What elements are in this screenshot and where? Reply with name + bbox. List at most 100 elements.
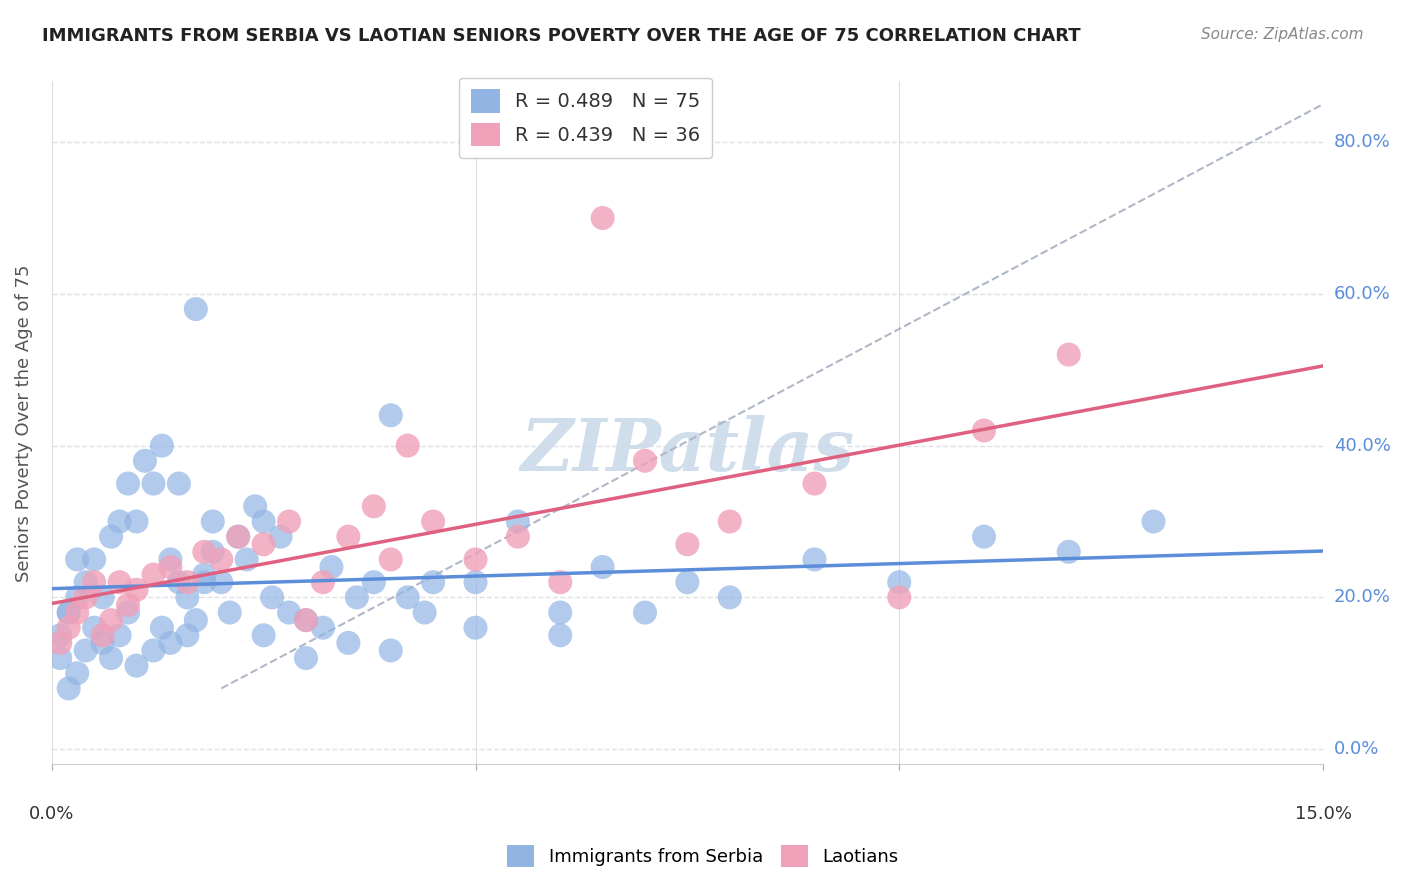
Point — [100, 613, 122, 627]
Point — [506, 515, 529, 529]
Point — [506, 530, 529, 544]
Point — [117, 476, 139, 491]
Point — [973, 424, 995, 438]
Text: 20.0%: 20.0% — [1334, 589, 1391, 607]
Point — [1142, 515, 1164, 529]
Text: 60.0%: 60.0% — [1334, 285, 1391, 303]
Point — [58, 621, 80, 635]
Point — [184, 301, 207, 316]
Point — [337, 636, 360, 650]
Point — [889, 591, 911, 605]
Point — [125, 658, 148, 673]
Point — [125, 515, 148, 529]
Point — [100, 651, 122, 665]
Text: 0.0%: 0.0% — [30, 805, 75, 823]
Point — [634, 454, 657, 468]
Point — [159, 552, 181, 566]
Point — [167, 575, 190, 590]
Point — [422, 575, 444, 590]
Point — [218, 606, 240, 620]
Text: 15.0%: 15.0% — [1295, 805, 1351, 823]
Point — [150, 621, 173, 635]
Point — [676, 575, 699, 590]
Point — [380, 643, 402, 657]
Point — [83, 621, 105, 635]
Point — [464, 621, 486, 635]
Point — [253, 537, 276, 551]
Point — [125, 582, 148, 597]
Point — [889, 575, 911, 590]
Point — [150, 439, 173, 453]
Point — [108, 575, 131, 590]
Point — [253, 515, 276, 529]
Point — [66, 666, 89, 681]
Point — [108, 515, 131, 529]
Point — [337, 530, 360, 544]
Point — [91, 628, 114, 642]
Point — [464, 575, 486, 590]
Point — [142, 567, 165, 582]
Text: 40.0%: 40.0% — [1334, 436, 1391, 455]
Point — [396, 591, 419, 605]
Point — [83, 575, 105, 590]
Point — [58, 606, 80, 620]
Point — [548, 628, 571, 642]
Point — [464, 552, 486, 566]
Point — [592, 560, 614, 574]
Point — [58, 681, 80, 696]
Legend: Immigrants from Serbia, Laotians: Immigrants from Serbia, Laotians — [501, 838, 905, 874]
Point — [312, 575, 335, 590]
Point — [176, 575, 198, 590]
Point — [91, 591, 114, 605]
Point — [803, 476, 825, 491]
Point — [176, 591, 198, 605]
Text: Source: ZipAtlas.com: Source: ZipAtlas.com — [1201, 27, 1364, 42]
Point — [75, 575, 97, 590]
Point — [134, 454, 156, 468]
Point — [117, 606, 139, 620]
Point — [312, 621, 335, 635]
Text: 0.0%: 0.0% — [1334, 740, 1379, 758]
Point — [634, 606, 657, 620]
Point — [253, 628, 276, 642]
Text: 80.0%: 80.0% — [1334, 133, 1391, 151]
Point — [380, 409, 402, 423]
Point — [75, 643, 97, 657]
Y-axis label: Seniors Poverty Over the Age of 75: Seniors Poverty Over the Age of 75 — [15, 264, 32, 582]
Point — [209, 575, 232, 590]
Point — [295, 613, 318, 627]
Point — [66, 606, 89, 620]
Point — [49, 636, 72, 650]
Point — [676, 537, 699, 551]
Point — [49, 651, 72, 665]
Point — [117, 598, 139, 612]
Point — [226, 530, 249, 544]
Point — [100, 530, 122, 544]
Point — [49, 628, 72, 642]
Point — [108, 628, 131, 642]
Point — [201, 545, 224, 559]
Point — [422, 515, 444, 529]
Point — [1057, 545, 1080, 559]
Point — [193, 575, 215, 590]
Point — [226, 530, 249, 544]
Point — [209, 552, 232, 566]
Point — [270, 530, 292, 544]
Point — [58, 606, 80, 620]
Point — [66, 591, 89, 605]
Point — [201, 515, 224, 529]
Point — [295, 651, 318, 665]
Point — [396, 439, 419, 453]
Point — [176, 628, 198, 642]
Point — [363, 500, 385, 514]
Point — [235, 552, 257, 566]
Point — [973, 530, 995, 544]
Point — [592, 211, 614, 225]
Point — [193, 567, 215, 582]
Point — [548, 606, 571, 620]
Point — [278, 606, 301, 620]
Point — [363, 575, 385, 590]
Text: IMMIGRANTS FROM SERBIA VS LAOTIAN SENIORS POVERTY OVER THE AGE OF 75 CORRELATION: IMMIGRANTS FROM SERBIA VS LAOTIAN SENIOR… — [42, 27, 1081, 45]
Point — [548, 575, 571, 590]
Point — [66, 552, 89, 566]
